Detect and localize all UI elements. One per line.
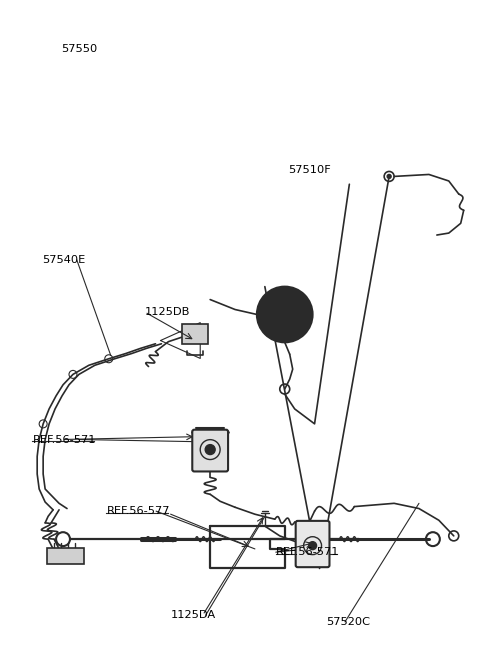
Text: REF.56-577: REF.56-577	[107, 506, 170, 516]
Text: 1125DA: 1125DA	[171, 610, 216, 620]
Circle shape	[205, 445, 215, 455]
Text: 57540E: 57540E	[42, 255, 85, 265]
FancyBboxPatch shape	[47, 548, 84, 564]
Circle shape	[269, 299, 300, 330]
Circle shape	[257, 287, 312, 343]
Text: 1125DB: 1125DB	[144, 307, 190, 317]
FancyBboxPatch shape	[192, 430, 228, 472]
Text: 57510F: 57510F	[288, 165, 330, 175]
Circle shape	[309, 542, 316, 550]
Circle shape	[387, 174, 391, 178]
FancyBboxPatch shape	[182, 324, 208, 344]
Text: 57550: 57550	[61, 44, 97, 54]
Text: REF.56-571: REF.56-571	[276, 547, 339, 557]
Text: 57520C: 57520C	[326, 617, 370, 627]
FancyBboxPatch shape	[296, 521, 329, 567]
Text: REF.56-571: REF.56-571	[33, 434, 96, 445]
